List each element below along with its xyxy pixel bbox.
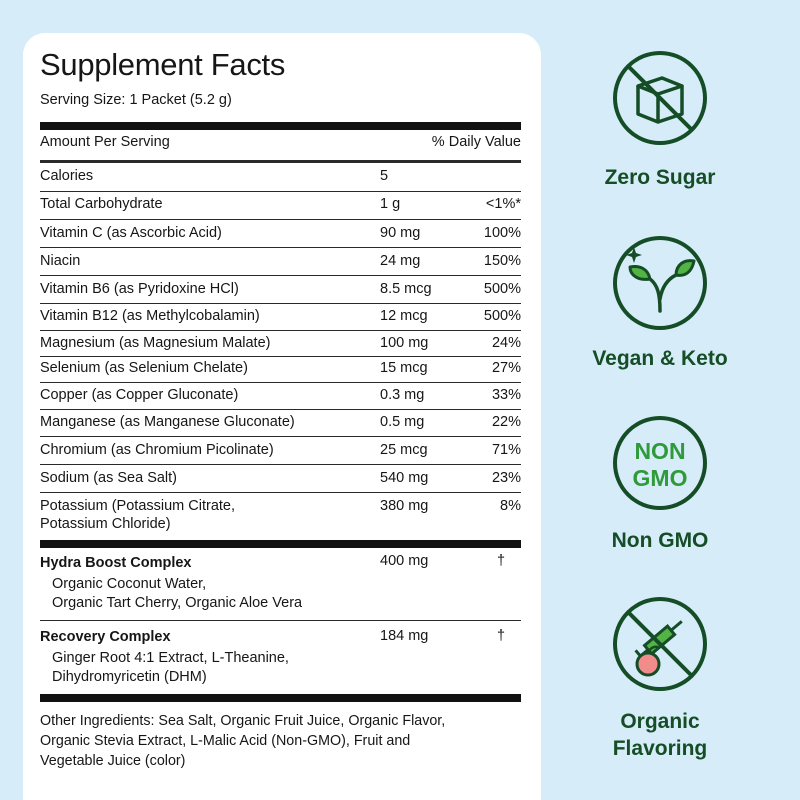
row-name: Sodium (as Sea Salt) bbox=[40, 470, 178, 486]
row-dv: 500% bbox=[483, 308, 521, 324]
blend-dv-dagger: † bbox=[497, 628, 506, 644]
other-ingredients: Other Ingredients: Sea Salt, Organic Fru… bbox=[40, 711, 530, 771]
row-divider bbox=[40, 247, 521, 248]
badge-label-organic-flavoring: Organic Flavoring bbox=[560, 708, 760, 762]
row-amount: 100 mg bbox=[380, 335, 429, 351]
row-name: Chromium (as Chromium Picolinate) bbox=[40, 442, 274, 458]
row-name: Potassium (Potassium Citrate, bbox=[40, 498, 236, 514]
row-amount: 12 mcg bbox=[380, 308, 428, 324]
panel-title: Supplement Facts bbox=[40, 47, 286, 82]
row-divider bbox=[40, 492, 521, 493]
sprout-icon bbox=[613, 236, 707, 330]
badge-label-zero-sugar: Zero Sugar bbox=[604, 166, 716, 189]
row-name: Copper (as Copper Gluconate) bbox=[40, 387, 239, 403]
row-dv: 24% bbox=[491, 335, 521, 351]
non-gmo-icon-text: GMO bbox=[633, 465, 688, 491]
row-dv: 23% bbox=[491, 470, 521, 486]
other-ingredients-line: Organic Stevia Extract, L-Malic Acid (No… bbox=[40, 733, 411, 749]
row-amount: 25 mcg bbox=[380, 442, 428, 458]
row-divider bbox=[40, 464, 521, 465]
divider-header bbox=[40, 160, 521, 163]
row-dv: 500% bbox=[483, 281, 521, 297]
row-divider bbox=[40, 303, 521, 304]
row-amount: 380 mg bbox=[380, 498, 429, 514]
non-gmo-icon-text: NON bbox=[634, 438, 685, 464]
row-amount: 5 bbox=[380, 168, 389, 184]
row-name: Total Carbohydrate bbox=[40, 196, 163, 212]
row-dv: 27% bbox=[491, 360, 521, 376]
row-amount: 24 mg bbox=[380, 253, 421, 269]
other-ingredients-line: Vegetable Juice (color) bbox=[40, 753, 186, 769]
row-name-cont: Potassium Chloride) bbox=[40, 516, 171, 532]
row-divider bbox=[40, 356, 521, 357]
no-syringe-peach-icon bbox=[613, 597, 707, 691]
blend-ingredients-cont: Organic Tart Cherry, Organic Aloe Vera bbox=[52, 595, 303, 611]
divider-thick bbox=[40, 540, 521, 548]
non-gmo-icon: NON GMO bbox=[613, 416, 707, 510]
row-dv: 150% bbox=[483, 253, 521, 269]
row-amount: 15 mcg bbox=[380, 360, 428, 376]
blend-amount: 184 mg bbox=[380, 628, 429, 644]
blend-dv-dagger: † bbox=[497, 553, 506, 569]
row-name: Vitamin B12 (as Methylcobalamin) bbox=[40, 308, 260, 324]
blend-name: Hydra Boost Complex bbox=[40, 555, 192, 571]
no-sugar-cube-icon bbox=[613, 51, 707, 145]
row-name: Niacin bbox=[40, 253, 81, 269]
row-amount: 1 g bbox=[380, 196, 401, 212]
row-divider bbox=[40, 275, 521, 276]
row-amount: 8.5 mcg bbox=[380, 281, 432, 297]
other-ingredients-line: Other Ingredients: Sea Salt, Organic Fru… bbox=[40, 713, 446, 729]
row-amount: 540 mg bbox=[380, 470, 429, 486]
row-name: Magnesium (as Magnesium Malate) bbox=[40, 335, 271, 351]
row-divider bbox=[40, 382, 521, 383]
row-divider bbox=[40, 409, 521, 410]
row-amount: 0.3 mg bbox=[380, 387, 425, 403]
blend-amount: 400 mg bbox=[380, 553, 429, 569]
badge-label-non-gmo: Non GMO bbox=[611, 529, 709, 552]
row-divider bbox=[40, 436, 521, 437]
blend-ingredients: Organic Coconut Water, bbox=[52, 576, 207, 592]
header-amount-per-serving: Amount Per Serving bbox=[40, 134, 170, 150]
row-dv: 22% bbox=[491, 414, 521, 430]
row-dv: 8% bbox=[500, 498, 521, 514]
row-name: Manganese (as Manganese Gluconate) bbox=[40, 414, 295, 430]
row-name: Selenium (as Selenium Chelate) bbox=[40, 360, 248, 376]
blend-ingredients: Ginger Root 4:1 Extract, L-Theanine, bbox=[52, 650, 289, 666]
row-name: Vitamin B6 (as Pyridoxine HCl) bbox=[40, 281, 239, 297]
row-divider bbox=[40, 219, 521, 220]
blend-name: Recovery Complex bbox=[40, 629, 171, 645]
row-name: Calories bbox=[40, 168, 94, 184]
row-divider bbox=[40, 620, 521, 621]
serving-size: Serving Size: 1 Packet (5.2 g) bbox=[40, 92, 232, 108]
row-name: Vitamin C (as Ascorbic Acid) bbox=[40, 225, 222, 241]
divider-thick bbox=[40, 694, 521, 702]
row-dv: 71% bbox=[491, 442, 521, 458]
badge-label-line: Organic bbox=[620, 710, 700, 733]
row-dv: <1%* bbox=[485, 196, 521, 212]
row-dv: 100% bbox=[483, 225, 521, 241]
row-amount: 0.5 mg bbox=[380, 414, 425, 430]
header-daily-value: % Daily Value bbox=[431, 134, 521, 150]
row-divider bbox=[40, 330, 521, 331]
row-amount: 90 mg bbox=[380, 225, 421, 241]
row-divider bbox=[40, 191, 521, 192]
blend-ingredients-cont: Dihydromyricetin (DHM) bbox=[52, 669, 207, 685]
badge-label-line: Flavoring bbox=[612, 737, 708, 760]
row-dv: 33% bbox=[491, 387, 521, 403]
divider-thick bbox=[40, 122, 521, 130]
badge-label-vegan-keto: Vegan & Keto bbox=[592, 347, 728, 370]
